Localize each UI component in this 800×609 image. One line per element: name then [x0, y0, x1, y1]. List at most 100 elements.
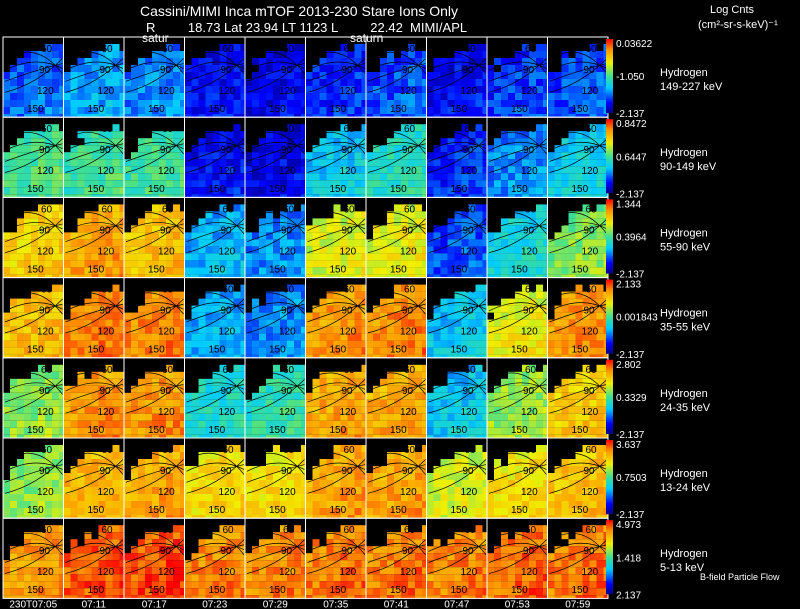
contour-line — [125, 223, 184, 243]
contour-line — [246, 303, 305, 323]
energy-label: 35-55 keV — [660, 322, 711, 334]
contour-label: 150 — [330, 585, 347, 596]
contour-line — [549, 542, 608, 552]
contour-label: 60 — [344, 204, 356, 215]
contour-label: 60 — [344, 445, 356, 456]
image-cell: 60 90 120 150 — [305, 517, 367, 599]
contour-line — [428, 222, 487, 232]
contour-line — [125, 459, 184, 494]
contour-label: 60 — [465, 445, 477, 456]
contour-label: 120 — [219, 487, 236, 498]
contour-line — [65, 61, 124, 71]
contour-label: 120 — [158, 246, 175, 257]
contour-line — [65, 223, 124, 243]
contour-line — [246, 292, 305, 315]
contour-line — [367, 464, 426, 483]
contour-line — [549, 464, 608, 483]
contour-label: 90 — [463, 225, 475, 236]
contour-label: 120 — [400, 166, 417, 177]
colorbar-max-label: 2.133 — [616, 280, 641, 291]
contour-label: 120 — [461, 327, 478, 338]
contour-label: 150 — [390, 505, 407, 516]
contour-label: 90 — [463, 306, 475, 317]
contour-line — [488, 222, 547, 232]
contour-line — [549, 382, 608, 392]
contour-label: 90 — [523, 466, 535, 477]
contour-label: 90 — [584, 225, 596, 236]
contour-label: 60 — [404, 525, 416, 536]
contour-line — [549, 292, 608, 315]
contour-line — [4, 303, 63, 323]
contour-line — [307, 539, 366, 574]
contour-line — [4, 459, 63, 494]
contour-line — [367, 212, 426, 235]
energy-label: 24-35 keV — [660, 402, 711, 414]
image-cell: 60 90 120 150 — [547, 437, 609, 519]
contour-line — [4, 298, 63, 334]
contour-line — [125, 218, 184, 254]
contour-label: 90 — [100, 145, 112, 156]
image-cell: 60 90 120 150 — [244, 116, 306, 198]
colorbar-max-label: 3.637 — [616, 440, 641, 451]
colorbar — [606, 119, 613, 194]
image-cell: 60 90 120 150 — [184, 36, 246, 118]
contour-label: 150 — [451, 585, 468, 596]
contour-line — [246, 218, 305, 254]
contour-label: 90 — [584, 306, 596, 317]
species-label: Hydrogen — [660, 468, 708, 480]
time-tick-label: 07:47 — [444, 599, 469, 609]
contour-line — [65, 292, 124, 315]
contour-line — [307, 302, 366, 312]
contour-line — [4, 542, 63, 552]
contour-label: 60 — [41, 124, 53, 135]
contour-line — [4, 212, 63, 235]
contour-line — [125, 292, 184, 315]
image-cell: 60 90 120 150 — [426, 116, 488, 198]
image-cell: 60 90 120 150 — [365, 437, 427, 519]
contour-label: 120 — [37, 246, 54, 257]
image-cell: 60 90 120 150 — [547, 36, 609, 118]
contour-line — [246, 372, 305, 395]
contour-label: 60 — [525, 44, 537, 55]
footer-note: B-field Particle Flow — [700, 572, 780, 582]
species-label: Hydrogen — [660, 147, 708, 159]
contour-label: 120 — [340, 567, 357, 578]
contour-label: 150 — [511, 104, 528, 115]
contour-line — [246, 302, 305, 312]
contour-line — [367, 138, 426, 173]
image-cell: 60 90 120 150 — [2, 437, 64, 519]
contour-line — [307, 464, 366, 483]
contour-label: 60 — [223, 525, 235, 536]
contour-line — [488, 132, 547, 154]
image-cell: 60 90 120 150 — [305, 116, 367, 198]
contour-line — [65, 452, 124, 475]
contour-line — [186, 141, 245, 151]
contour-line — [488, 303, 547, 323]
contour-label: 90 — [160, 225, 172, 236]
image-cell: 60 90 120 150 — [2, 277, 64, 359]
contour-line — [428, 61, 487, 71]
contour-label: 120 — [400, 327, 417, 338]
contour-label: 150 — [209, 585, 226, 596]
contour-line — [65, 132, 124, 154]
contour-label: 60 — [102, 365, 114, 376]
contour-label: 60 — [344, 365, 356, 376]
contour-label: 120 — [158, 166, 175, 177]
contour-label: 90 — [100, 65, 112, 76]
contour-label: 120 — [521, 567, 538, 578]
contour-label: 120 — [461, 407, 478, 418]
image-cell: 60 90 120 150 — [2, 357, 64, 439]
contour-label: 150 — [148, 264, 165, 275]
contour-label: 150 — [572, 425, 589, 436]
image-cell: 60 90 120 150 — [123, 437, 185, 519]
contour-label: 150 — [27, 425, 44, 436]
image-cell: 60 90 120 150 — [365, 116, 427, 198]
contour-line — [246, 132, 305, 154]
image-cell: 60 90 120 150 — [426, 437, 488, 519]
contour-line — [186, 51, 245, 74]
contour-label: 60 — [41, 204, 53, 215]
contour-line — [65, 383, 124, 403]
contour-line — [186, 58, 245, 93]
contour-label: 150 — [451, 104, 468, 115]
contour-line — [549, 303, 608, 323]
